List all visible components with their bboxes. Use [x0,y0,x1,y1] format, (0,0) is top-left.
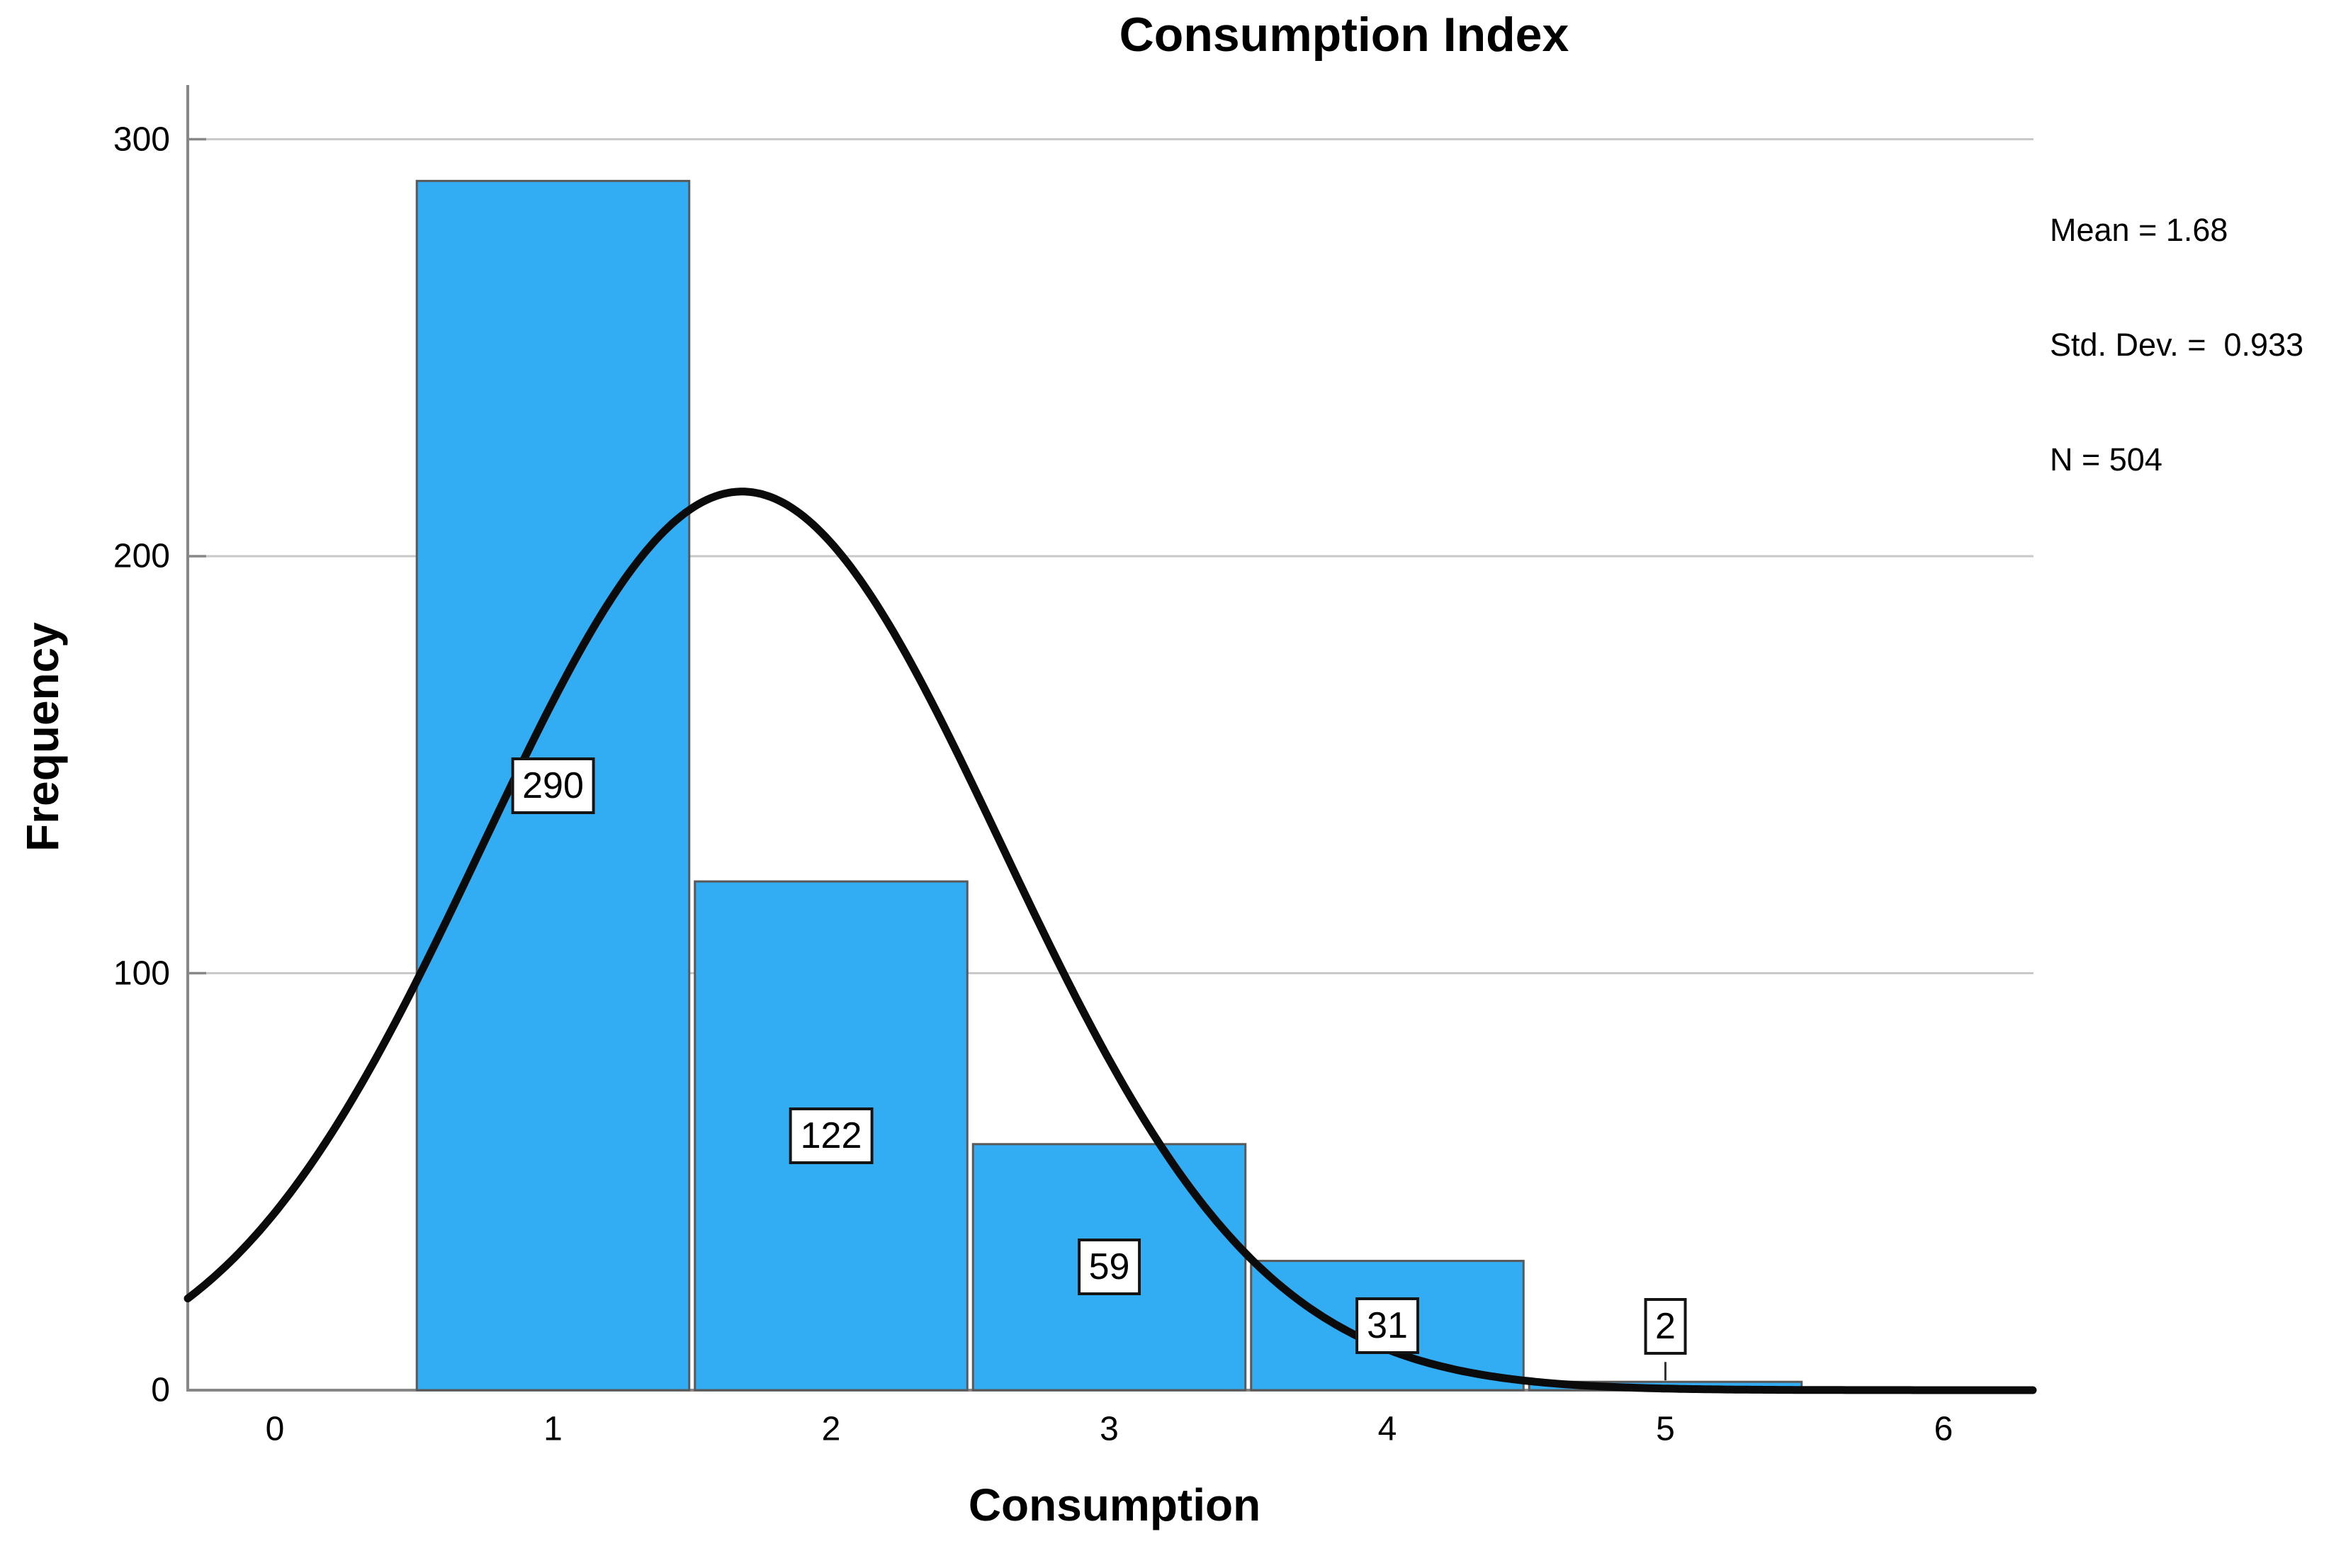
y-tick-label: 300 [113,120,170,158]
bar-value-label: 59 [1077,1239,1141,1296]
y-tick-label: 100 [113,954,170,992]
bar-value-label: 122 [789,1107,874,1164]
x-tick-label: 4 [1377,1410,1397,1448]
x-tick-label: 0 [265,1410,285,1448]
x-tick-label: 1 [543,1410,563,1448]
x-axis-title: Consumption [968,1479,1261,1530]
y-axis-title: Frequency [17,622,68,852]
y-tick-label: 0 [151,1371,170,1409]
chart-title: Consumption Index [1119,8,1569,62]
x-tick-label: 5 [1656,1410,1675,1448]
stat-mean: Mean = 1.68 [2050,212,2228,248]
stat-std-dev: Std. Dev. = 0.933 [2050,327,2304,363]
bar-value-label: 31 [1355,1297,1419,1354]
x-tick-label: 6 [1934,1410,1953,1448]
y-tick-label: 200 [113,537,170,575]
normal-curve [184,487,2037,1394]
bar-value-label: 290 [511,757,595,814]
stat-n: N = 504 [2050,441,2162,478]
stats-box: Mean = 1.68 Std. Dev. = 0.933 N = 504 [2050,135,2303,555]
bar-value-label: 2 [1644,1298,1687,1355]
x-tick-label: 3 [1100,1410,1119,1448]
x-tick-label: 2 [821,1410,841,1448]
